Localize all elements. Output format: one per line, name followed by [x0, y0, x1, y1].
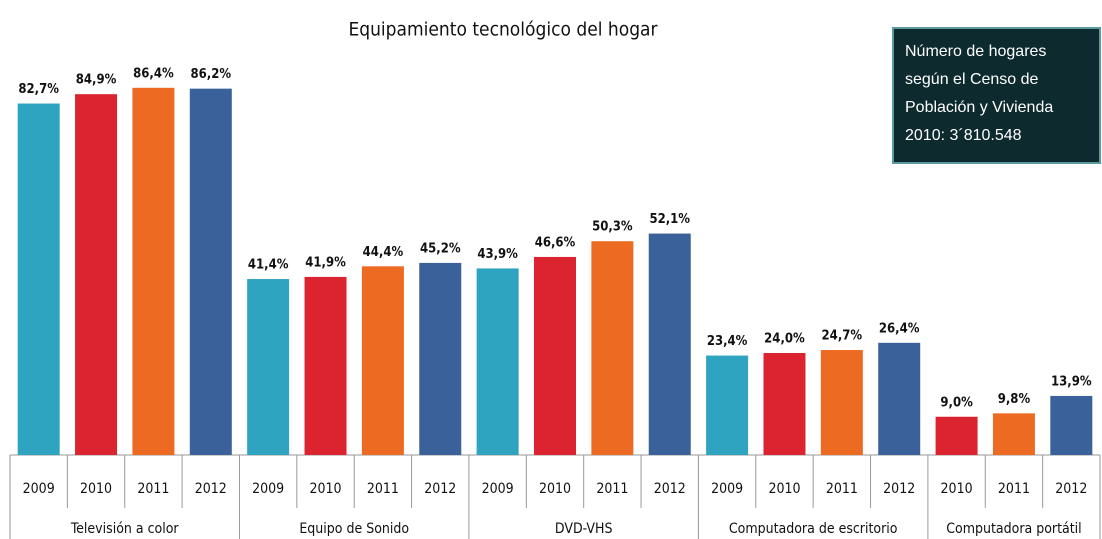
bar — [419, 262, 462, 455]
value-label: 44,4% — [363, 245, 404, 260]
value-label: 52,1% — [649, 212, 690, 227]
group-label: Televisión a color — [70, 521, 180, 537]
x-tick-label: 2009 — [23, 481, 55, 497]
bar — [132, 87, 175, 456]
x-tick-label: 2011 — [367, 481, 399, 497]
value-label: 86,2% — [191, 67, 232, 82]
bar — [706, 355, 749, 455]
x-tick-label: 2010 — [539, 481, 571, 497]
x-tick-label: 2011 — [596, 481, 628, 497]
value-label: 41,9% — [305, 255, 346, 270]
bar — [1050, 395, 1093, 455]
x-tick-label: 2011 — [137, 481, 169, 497]
annotation-line: Número de hogares — [905, 43, 1046, 60]
x-tick-label: 2010 — [768, 481, 800, 497]
value-label: 41,4% — [248, 258, 289, 273]
x-tick-label: 2009 — [711, 481, 743, 497]
annotation-box — [892, 27, 1101, 164]
value-label: 45,2% — [420, 241, 461, 256]
bar — [935, 416, 978, 455]
value-label: 84,9% — [76, 73, 117, 88]
x-tick-label: 2010 — [80, 481, 112, 497]
value-label: 86,4% — [133, 66, 174, 81]
value-label: 13,9% — [1051, 374, 1092, 389]
group-label: DVD-VHS — [555, 521, 613, 537]
value-label: 24,7% — [822, 329, 863, 344]
bar — [534, 256, 576, 455]
value-label: 23,4% — [707, 334, 748, 349]
bar — [304, 276, 347, 455]
value-label: 46,6% — [535, 235, 576, 250]
bar — [591, 241, 634, 455]
bar — [648, 233, 691, 455]
value-label: 82,7% — [18, 82, 59, 97]
value-label: 9,0% — [940, 395, 973, 410]
bar — [361, 266, 404, 455]
annotation-line: según el Censo de — [905, 71, 1039, 88]
group-label: Equipo de Sonido — [299, 521, 409, 537]
bar — [476, 268, 519, 455]
bar — [75, 94, 118, 456]
x-tick-label: 2010 — [941, 481, 973, 497]
x-tick-label: 2012 — [883, 481, 915, 497]
x-tick-label: 2012 — [1055, 481, 1087, 497]
bar — [17, 103, 60, 456]
bar — [763, 353, 806, 455]
value-label: 43,9% — [477, 247, 518, 262]
x-tick-label: 2010 — [310, 481, 342, 497]
chart-title: Equipamiento tecnológico del hogar — [348, 19, 658, 41]
x-tick-label: 2012 — [195, 481, 227, 497]
x-tick-label: 2012 — [654, 481, 686, 497]
bar — [189, 88, 232, 456]
x-tick-label: 2009 — [252, 481, 284, 497]
x-tick-label: 2012 — [424, 481, 456, 497]
bar — [820, 350, 863, 455]
bar — [247, 279, 290, 455]
group-label: Computadora de escritorio — [729, 521, 898, 537]
x-tick-label: 2011 — [826, 481, 858, 497]
x-tick-label: 2009 — [482, 481, 514, 497]
value-label: 26,4% — [879, 321, 920, 336]
x-tick-label: 2011 — [998, 481, 1030, 497]
annotation-line: Población y Vivienda — [905, 99, 1053, 116]
annotation-line: 2010: 3´810.548 — [905, 127, 1022, 144]
value-label: 9,8% — [998, 392, 1031, 407]
bar — [992, 413, 1035, 455]
bar — [878, 342, 921, 455]
group-label: Computadora portátil — [946, 521, 1081, 537]
value-label: 24,0% — [764, 332, 805, 347]
value-label: 50,3% — [592, 220, 633, 235]
